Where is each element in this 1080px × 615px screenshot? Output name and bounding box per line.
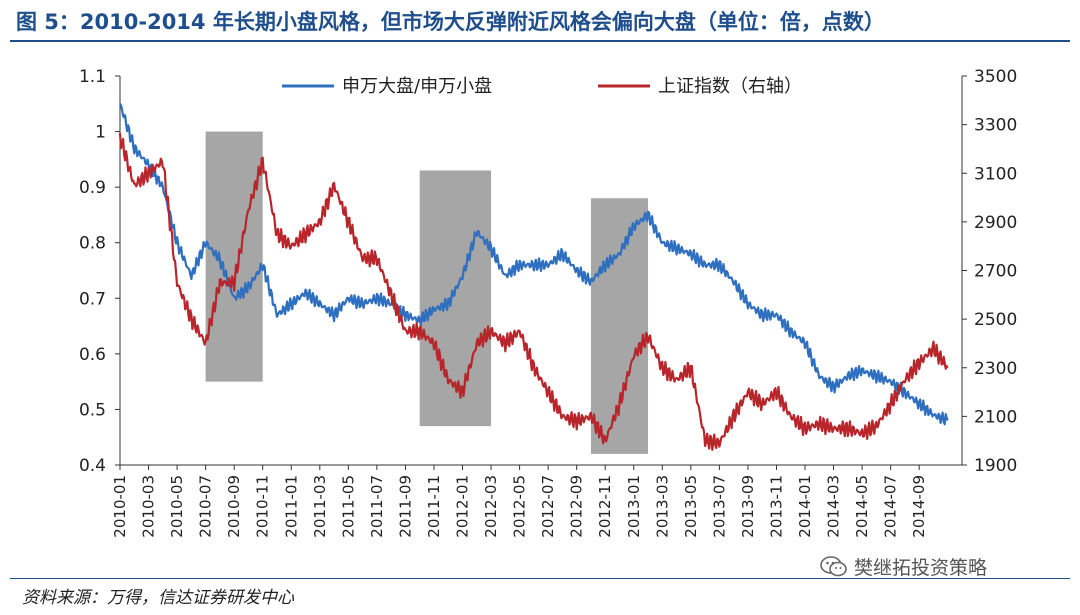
series-line-2 (118, 133, 949, 451)
right-tick-label: 2500 (974, 310, 1017, 330)
shaded-region-1 (205, 131, 263, 382)
x-tick-label: 2012-07 (539, 475, 557, 538)
x-tick-label: 2014-05 (853, 475, 871, 538)
series-lines (118, 103, 949, 451)
x-tick-label: 2012-11 (596, 475, 614, 538)
x-tick-label: 2014-09 (910, 475, 928, 538)
x-tick-label: 2013-07 (710, 475, 728, 538)
x-tick-label: 2011-01 (282, 475, 300, 538)
x-tick-label: 2013-09 (739, 475, 757, 538)
x-tick-label: 2014-01 (796, 475, 814, 538)
right-tick-label: 2700 (974, 262, 1017, 282)
x-tick-label: 2010-11 (254, 475, 272, 538)
chart-title: 图 5：2010-2014 年长期小盘风格，但市场大反弹附近风格会偏向大盘（单位… (16, 10, 885, 34)
left-tick-label: 1.1 (79, 67, 106, 87)
x-tick-label: 2012-01 (454, 475, 472, 538)
x-tick-label: 2013-03 (653, 475, 671, 538)
left-tick-label: 0.5 (79, 400, 106, 420)
watermark-text: 樊继拓投资策略 (854, 557, 988, 579)
chart-canvas: 0.4 0.5 0.6 0.7 0.8 0.9 1 1.1 1900 2100 2300 2500 27… (79, 67, 1017, 538)
left-tick-label: 0.8 (79, 234, 106, 254)
right-tick-label: 3500 (974, 67, 1017, 87)
right-tick-label: 3100 (974, 164, 1017, 184)
legend-label-1: 申万大盘/申万小盘 (342, 76, 492, 97)
left-tick-label: 0.4 (79, 456, 106, 476)
x-tick-label: 2012-03 (482, 475, 500, 538)
x-tick-label: 2010-09 (225, 475, 243, 538)
x-tick-label: 2014-03 (825, 475, 843, 538)
x-tick-label: 2010-03 (140, 475, 158, 538)
left-tick-label: 0.9 (79, 178, 106, 198)
right-tick-label: 3300 (974, 116, 1017, 136)
x-tick-label: 2010-05 (168, 475, 186, 538)
x-tick-label: 2013-11 (767, 475, 785, 538)
title-divider (10, 40, 1070, 42)
left-tick-label: 0.7 (79, 289, 106, 309)
x-tick-label: 2013-01 (625, 475, 643, 538)
x-tick-label: 2010-01 (111, 475, 129, 538)
x-tick-label: 2014-07 (882, 475, 900, 538)
right-tick-label: 1900 (974, 456, 1017, 476)
left-tick-label: 0.6 (79, 345, 106, 365)
x-tick-label: 2012-09 (568, 475, 586, 538)
right-tick-label: 2300 (974, 359, 1017, 379)
x-tick-label: 2013-05 (682, 475, 700, 538)
right-tick-label: 2100 (974, 407, 1017, 427)
series-line-1 (119, 103, 949, 426)
x-tick-label: 2011-07 (368, 475, 386, 538)
x-tick-label: 2011-05 (339, 475, 357, 538)
shaded-region-3 (590, 198, 649, 454)
wechat-icon (820, 555, 847, 576)
left-tick-label: 1 (95, 123, 106, 143)
watermark: 樊继拓投资策略 (820, 553, 987, 580)
x-tick-label: 2010-07 (197, 475, 215, 538)
source-divider (10, 578, 1070, 579)
x-tick-label: 2011-11 (425, 475, 443, 538)
right-tick-label: 2900 (974, 213, 1017, 233)
x-tick-label: 2011-03 (311, 475, 329, 538)
legend-label-2: 上证指数（右轴） (658, 76, 802, 97)
x-tick-label: 2011-09 (396, 475, 414, 538)
source-note: 资料来源：万得，信达证券研发中心 (22, 588, 294, 608)
x-tick-label: 2012-05 (511, 475, 529, 538)
legend: 申万大盘/申万小盘 上证指数（右轴） (282, 76, 802, 97)
